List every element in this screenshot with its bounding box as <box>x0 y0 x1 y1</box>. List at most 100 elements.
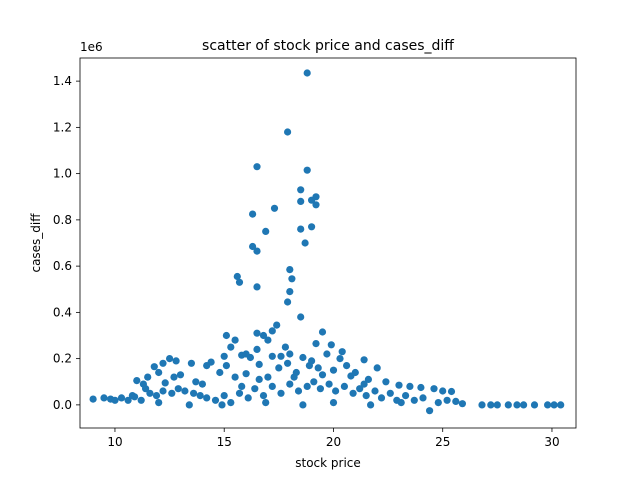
scatter-point <box>286 288 294 296</box>
scatter-point <box>443 396 451 404</box>
scatter-point <box>262 227 270 235</box>
scatter-point <box>142 385 150 393</box>
scatter-point <box>439 387 447 395</box>
scatter-point <box>253 247 261 255</box>
scatter-point <box>493 401 501 409</box>
scatter-point <box>227 399 235 407</box>
plot-frame <box>79 57 577 429</box>
x-axis-label: stock price <box>295 456 361 470</box>
scatter-point <box>159 387 167 395</box>
scatter-point <box>340 382 348 390</box>
y-tick-label: 0.8 <box>53 213 72 227</box>
x-axis-ticks: 10 15 20 25 30 <box>107 428 560 449</box>
scatter-point <box>373 364 381 372</box>
scatter-point <box>174 385 182 393</box>
scatter-point <box>251 385 259 393</box>
scatter-point <box>286 266 294 274</box>
scatter-point <box>235 389 244 397</box>
scatter-point <box>426 407 434 415</box>
y-tick-label: 0.0 <box>53 398 72 412</box>
scatter-point <box>281 343 289 351</box>
scatter-point <box>550 401 558 409</box>
scatter-point <box>458 400 466 408</box>
scatter-point <box>259 331 268 340</box>
scatter-point <box>351 368 359 377</box>
scatter-point <box>286 350 294 358</box>
y-tick-label: 1.2 <box>53 120 72 134</box>
scatter-point <box>362 392 370 400</box>
x-tick-label: 25 <box>435 435 450 449</box>
scatter-point <box>222 362 230 370</box>
scatter-point <box>284 128 292 136</box>
scatter-point <box>297 313 305 321</box>
scatter-point <box>233 272 241 281</box>
scatter-point <box>207 358 215 366</box>
scatter-point <box>377 394 386 402</box>
scatter-point <box>356 385 364 393</box>
scatter-point <box>170 373 178 381</box>
scatter-point <box>172 357 180 365</box>
scatter-point <box>152 392 161 400</box>
scatter-point <box>268 327 276 335</box>
scatter-point <box>161 379 169 387</box>
scatter-point <box>137 396 145 404</box>
y-tick-label: 1.4 <box>53 74 72 88</box>
scatter-point <box>325 380 333 388</box>
y-tick-label: 0.2 <box>53 352 72 366</box>
scatter-point <box>323 350 331 358</box>
scatter-point <box>303 166 311 174</box>
scatter-point <box>242 370 250 378</box>
scatter-point <box>238 382 246 390</box>
scatter-point <box>292 368 300 377</box>
scatter-point <box>419 394 427 402</box>
scatter-point <box>198 380 206 388</box>
scatter-point <box>277 389 285 397</box>
scatter-point <box>262 399 270 407</box>
x-tick-label: 30 <box>544 435 559 449</box>
scatter-point <box>417 383 425 392</box>
chart-title: scatter of stock price and cases_diff <box>202 38 454 54</box>
scatter-point <box>128 392 136 400</box>
y-tick-label: 0.4 <box>53 305 72 319</box>
scatter-point <box>371 387 379 395</box>
scatter-point <box>314 364 322 372</box>
scatter-point <box>557 401 565 409</box>
scatter-point <box>255 360 263 368</box>
x-tick-label: 20 <box>326 435 341 449</box>
scatter-point <box>185 401 193 409</box>
scatter-point <box>273 321 281 329</box>
scatter-point <box>318 328 327 336</box>
scatter-point <box>410 396 418 404</box>
scatter-point <box>166 355 174 363</box>
scatter-point <box>520 401 528 409</box>
scatter-point <box>343 362 351 370</box>
scatter-point <box>255 375 263 383</box>
scatter-point <box>297 186 305 194</box>
scatter-point <box>253 283 261 291</box>
scatter-point <box>222 331 230 340</box>
scatter-point <box>310 378 318 386</box>
scatter-point <box>190 389 198 397</box>
scatter-point <box>504 401 512 409</box>
scatter-point <box>336 355 344 363</box>
scatter-point <box>308 223 316 231</box>
scatter-point <box>220 392 228 400</box>
scatter-point <box>231 336 239 344</box>
scatter-point <box>218 401 226 409</box>
scatter-point <box>301 239 309 247</box>
scatter-point <box>216 368 224 377</box>
scatter-point <box>100 394 108 402</box>
scatter-point <box>284 359 292 367</box>
scatter-point <box>89 395 97 403</box>
scatter-point <box>360 380 368 388</box>
scatter-point <box>133 377 141 385</box>
scatter-point <box>264 336 272 344</box>
scatter-point <box>447 387 456 396</box>
scatter-point <box>259 392 268 400</box>
scatter-point <box>146 389 154 397</box>
scatter-point <box>299 401 307 409</box>
scatter-point <box>367 401 375 409</box>
y-axis-ticks: 0.0 0.2 0.4 0.6 0.8 1.0 1.2 1.4 <box>53 74 80 412</box>
y-offset-text: 1e6 <box>80 40 103 54</box>
